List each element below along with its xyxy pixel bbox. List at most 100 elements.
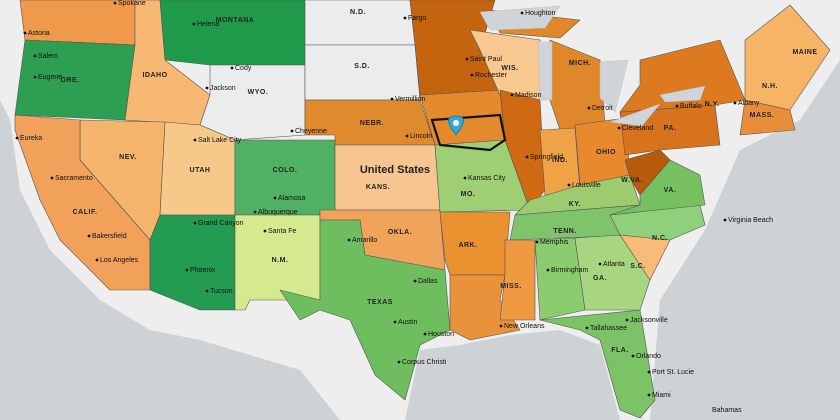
city-label: Los Angeles <box>100 257 139 264</box>
city-dot <box>585 326 589 330</box>
city-label: Eugene <box>38 74 62 81</box>
state <box>159 0 306 66</box>
state <box>574 234 651 311</box>
city-label: Amarillo <box>352 237 377 244</box>
city-label: Jackson <box>210 85 236 92</box>
city-dot <box>405 134 409 138</box>
state <box>514 174 641 216</box>
states <box>14 0 831 419</box>
city-label: Memphis <box>540 239 569 246</box>
state-label: KANS. <box>366 184 390 191</box>
lake <box>609 103 661 127</box>
state-label: ORE. <box>60 77 79 84</box>
city-dot <box>587 106 591 110</box>
state-label: PA. <box>664 125 677 132</box>
state <box>279 219 451 401</box>
city-dot <box>423 332 427 336</box>
state-label: TENN. <box>553 228 577 235</box>
city-label: Santa Fe <box>268 228 297 235</box>
city-dot <box>625 318 629 322</box>
city-label: Grand Canyon <box>198 220 244 227</box>
city-dot <box>535 240 539 244</box>
city-dot <box>567 183 571 187</box>
city-dot <box>15 136 19 140</box>
state-label: OHIO <box>596 149 616 156</box>
lake <box>537 41 553 101</box>
pin-dot <box>453 120 459 126</box>
city-dot <box>263 229 267 233</box>
state <box>14 114 151 291</box>
city-label: Buffalo <box>680 103 702 110</box>
city-dot <box>413 279 417 283</box>
state <box>539 309 656 419</box>
city-dot <box>347 238 351 242</box>
city-dot <box>273 196 277 200</box>
city-dot <box>95 258 99 262</box>
lake <box>479 5 561 31</box>
city-label: Bahamas <box>712 407 742 414</box>
map-pin[interactable] <box>448 115 464 136</box>
state-label: VA. <box>664 187 677 194</box>
city-label: Spokane <box>118 0 146 7</box>
city-dot <box>390 97 394 101</box>
city-dot <box>463 176 467 180</box>
city-dot <box>192 22 196 26</box>
city-label: Tallahassee <box>590 325 627 332</box>
state-label: FLA. <box>611 347 629 354</box>
city-label: Eureka <box>20 135 42 142</box>
city-label: Albuquerque <box>258 209 298 216</box>
city-dot <box>733 101 737 105</box>
state-label: NEBR. <box>360 120 384 127</box>
city-label: Detroit <box>592 105 613 112</box>
city-label: Albany <box>738 100 760 107</box>
state <box>199 64 306 141</box>
city-dot <box>647 393 651 397</box>
city-dot <box>631 354 635 358</box>
city-label: Louisville <box>572 182 601 189</box>
state-label: WYO. <box>248 89 269 96</box>
city-label: Springfield <box>530 154 563 161</box>
state-label: N.M. <box>272 257 289 264</box>
city-label: Tucson <box>210 288 233 295</box>
city-label: Port St. Lucie <box>652 369 694 376</box>
city-label: Salt Lake City <box>198 137 242 144</box>
state <box>739 99 796 136</box>
state <box>744 4 831 111</box>
city-dot <box>33 54 37 58</box>
city-dot <box>33 75 37 79</box>
city-label: Kansas City <box>468 175 506 182</box>
state-label: N.C. <box>652 235 668 242</box>
state-label: MICH. <box>569 60 591 67</box>
state <box>619 39 746 113</box>
city-dot <box>617 126 621 130</box>
city-label: Orlando <box>636 353 661 360</box>
city-dot <box>546 268 550 272</box>
city-dot <box>205 86 209 90</box>
state-label: CALIF. <box>73 209 98 216</box>
city-dot <box>87 234 91 238</box>
state <box>334 144 441 211</box>
city-dot <box>393 320 397 324</box>
highlighted-district <box>430 113 507 152</box>
city-dot <box>525 155 529 159</box>
city-label: Virginia Beach <box>728 217 773 224</box>
city-dot <box>520 11 524 15</box>
state <box>234 139 336 216</box>
city-label: Cody <box>235 65 252 72</box>
city-dot <box>205 289 209 293</box>
city-dot <box>403 16 407 20</box>
city-label: Sacramento <box>55 175 93 182</box>
state <box>304 0 416 46</box>
state <box>304 44 421 101</box>
state-label: OKLA. <box>388 229 412 236</box>
city-dot <box>23 31 27 35</box>
city-dot <box>113 1 117 5</box>
state <box>624 149 671 196</box>
state-label: COLO. <box>273 167 298 174</box>
state-label: W.VA. <box>621 177 643 184</box>
state-label: S.D. <box>354 63 370 70</box>
state-label: UTAH <box>190 167 211 174</box>
city-dot <box>499 324 503 328</box>
city-label: Alamosa <box>278 195 305 202</box>
